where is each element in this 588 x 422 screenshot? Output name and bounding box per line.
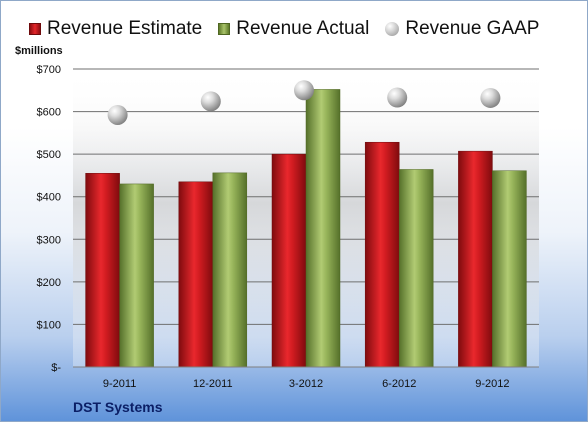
estimate-bar — [85, 173, 120, 368]
gaap-marker — [387, 87, 408, 108]
legend-label-gaap: Revenue GAAP — [405, 18, 540, 39]
y-tick-label: $600 — [37, 107, 61, 119]
x-tick-label: 6-2012 — [382, 378, 416, 390]
y-tick-label: $500 — [37, 149, 61, 161]
estimate-bar — [271, 153, 307, 368]
estimate-bar — [364, 141, 400, 368]
y-axis-ticks: $- $100 $200 $300 $400 $500 $600 $700 — [37, 64, 62, 374]
gaap-marker — [480, 87, 501, 108]
legend-item-actual: Revenue Actual — [218, 18, 369, 40]
legend-swatch-gaap — [385, 22, 400, 36]
x-tick-label: 9-2012 — [475, 378, 509, 390]
y-tick-label: $400 — [37, 192, 61, 204]
legend-swatch-estimate — [29, 23, 41, 35]
unit-label: $millions — [15, 45, 63, 57]
y-tick-label: $100 — [37, 319, 61, 331]
gaap-marker — [294, 80, 314, 101]
company-name: DST Systems — [73, 399, 163, 415]
x-axis-ticks: 9-2011 12-2011 3-2012 6-2012 9-2012 — [103, 378, 510, 390]
x-tick-label: 9-2011 — [103, 378, 136, 390]
actual-bar — [492, 170, 527, 368]
legend: Revenue Estimate Revenue Actual Revenue … — [29, 17, 555, 41]
gaap-marker — [107, 104, 128, 125]
gaap-marker — [200, 91, 221, 112]
y-tick-label: $700 — [37, 64, 61, 76]
estimate-bar — [458, 150, 493, 368]
legend-label-actual: Revenue Actual — [236, 18, 370, 39]
bars — [85, 89, 527, 368]
actual-bar — [119, 183, 154, 368]
actual-bar — [305, 89, 341, 368]
legend-item-gaap: Revenue GAAP — [385, 18, 539, 40]
legend-swatch-actual — [218, 23, 231, 35]
actual-bar — [398, 169, 434, 368]
legend-label-estimate: Revenue Estimate — [47, 18, 203, 39]
x-tick-label: 3-2012 — [289, 378, 323, 390]
legend-item-estimate: Revenue Estimate — [29, 18, 202, 40]
x-tick-label: 12-2011 — [193, 378, 233, 390]
estimate-bar — [178, 181, 214, 368]
gaap-markers — [107, 80, 501, 125]
y-tick-label: $200 — [37, 277, 61, 289]
y-tick-label: $- — [51, 362, 61, 374]
actual-bar — [212, 172, 248, 368]
y-tick-label: $300 — [37, 234, 61, 246]
